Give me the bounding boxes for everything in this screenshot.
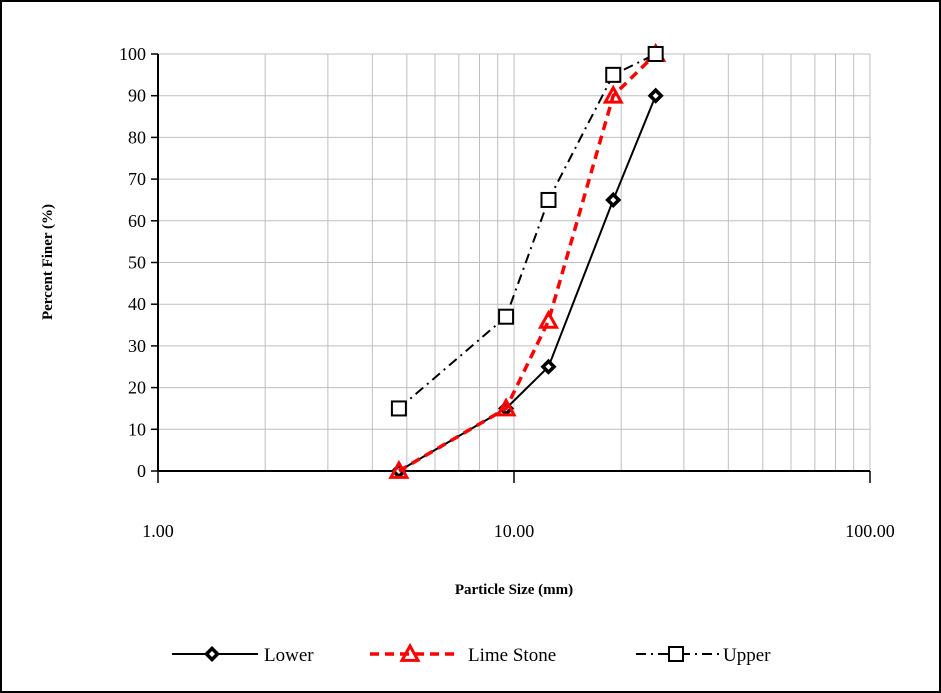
legend-item-lime-stone: Lime Stone	[370, 642, 556, 666]
triangle-marker	[495, 397, 517, 417]
square-marker	[668, 646, 684, 662]
tick-labels: 0 10 20 30 40 50 60 70 80 90 100 1.00 10.00 100.00	[119, 44, 895, 541]
square-marker	[498, 308, 515, 325]
legend-label: Upper	[723, 645, 771, 666]
y-tick-label: 30	[128, 336, 146, 356]
y-tick-label: 0	[137, 461, 146, 481]
data-series	[388, 42, 667, 480]
square-marker	[390, 400, 407, 417]
x-tick-label: 100.00	[845, 521, 895, 541]
triangle-marker	[388, 459, 410, 479]
y-tick-label: 70	[128, 169, 146, 189]
y-tick-label: 100	[119, 44, 146, 64]
legend-item-upper: Upper	[636, 645, 771, 666]
legend-label: Lower	[264, 645, 314, 666]
y-tick-label: 80	[128, 127, 146, 147]
y-tick-label: 40	[128, 294, 146, 314]
triangle-marker	[537, 309, 560, 329]
diamond-marker-center	[209, 651, 215, 657]
y-tick-label: 10	[128, 419, 146, 439]
x-axis-title: Particle Size (mm)	[455, 582, 573, 598]
y-tick-label: 20	[128, 378, 146, 398]
triangle-marker	[399, 642, 421, 662]
legend-label: Lime Stone	[468, 645, 556, 666]
x-tick-label: 10.00	[494, 521, 535, 541]
square-marker	[605, 66, 622, 83]
legend-item-lower: Lower	[172, 645, 314, 666]
series-upper	[390, 46, 664, 417]
series-line	[398, 52, 657, 473]
diamond-marker-center	[545, 363, 552, 370]
y-tick-label: 90	[128, 86, 146, 106]
x-tick-label: 1.00	[142, 521, 174, 541]
y-axis-title: Percent Finer (%)	[40, 204, 56, 320]
diamond-marker-center	[610, 196, 617, 203]
triangle-marker	[602, 84, 624, 104]
square-marker	[540, 191, 557, 208]
diamond-marker-center	[652, 92, 659, 99]
y-tick-label: 50	[128, 253, 146, 273]
series-lime-stone	[388, 42, 667, 479]
y-tick-label: 60	[128, 211, 146, 231]
series-line	[398, 53, 657, 410]
series-lower	[390, 87, 664, 480]
legend: Lower Lime Stone Upper	[172, 642, 771, 666]
square-marker	[647, 46, 664, 62]
series-line	[398, 95, 657, 472]
